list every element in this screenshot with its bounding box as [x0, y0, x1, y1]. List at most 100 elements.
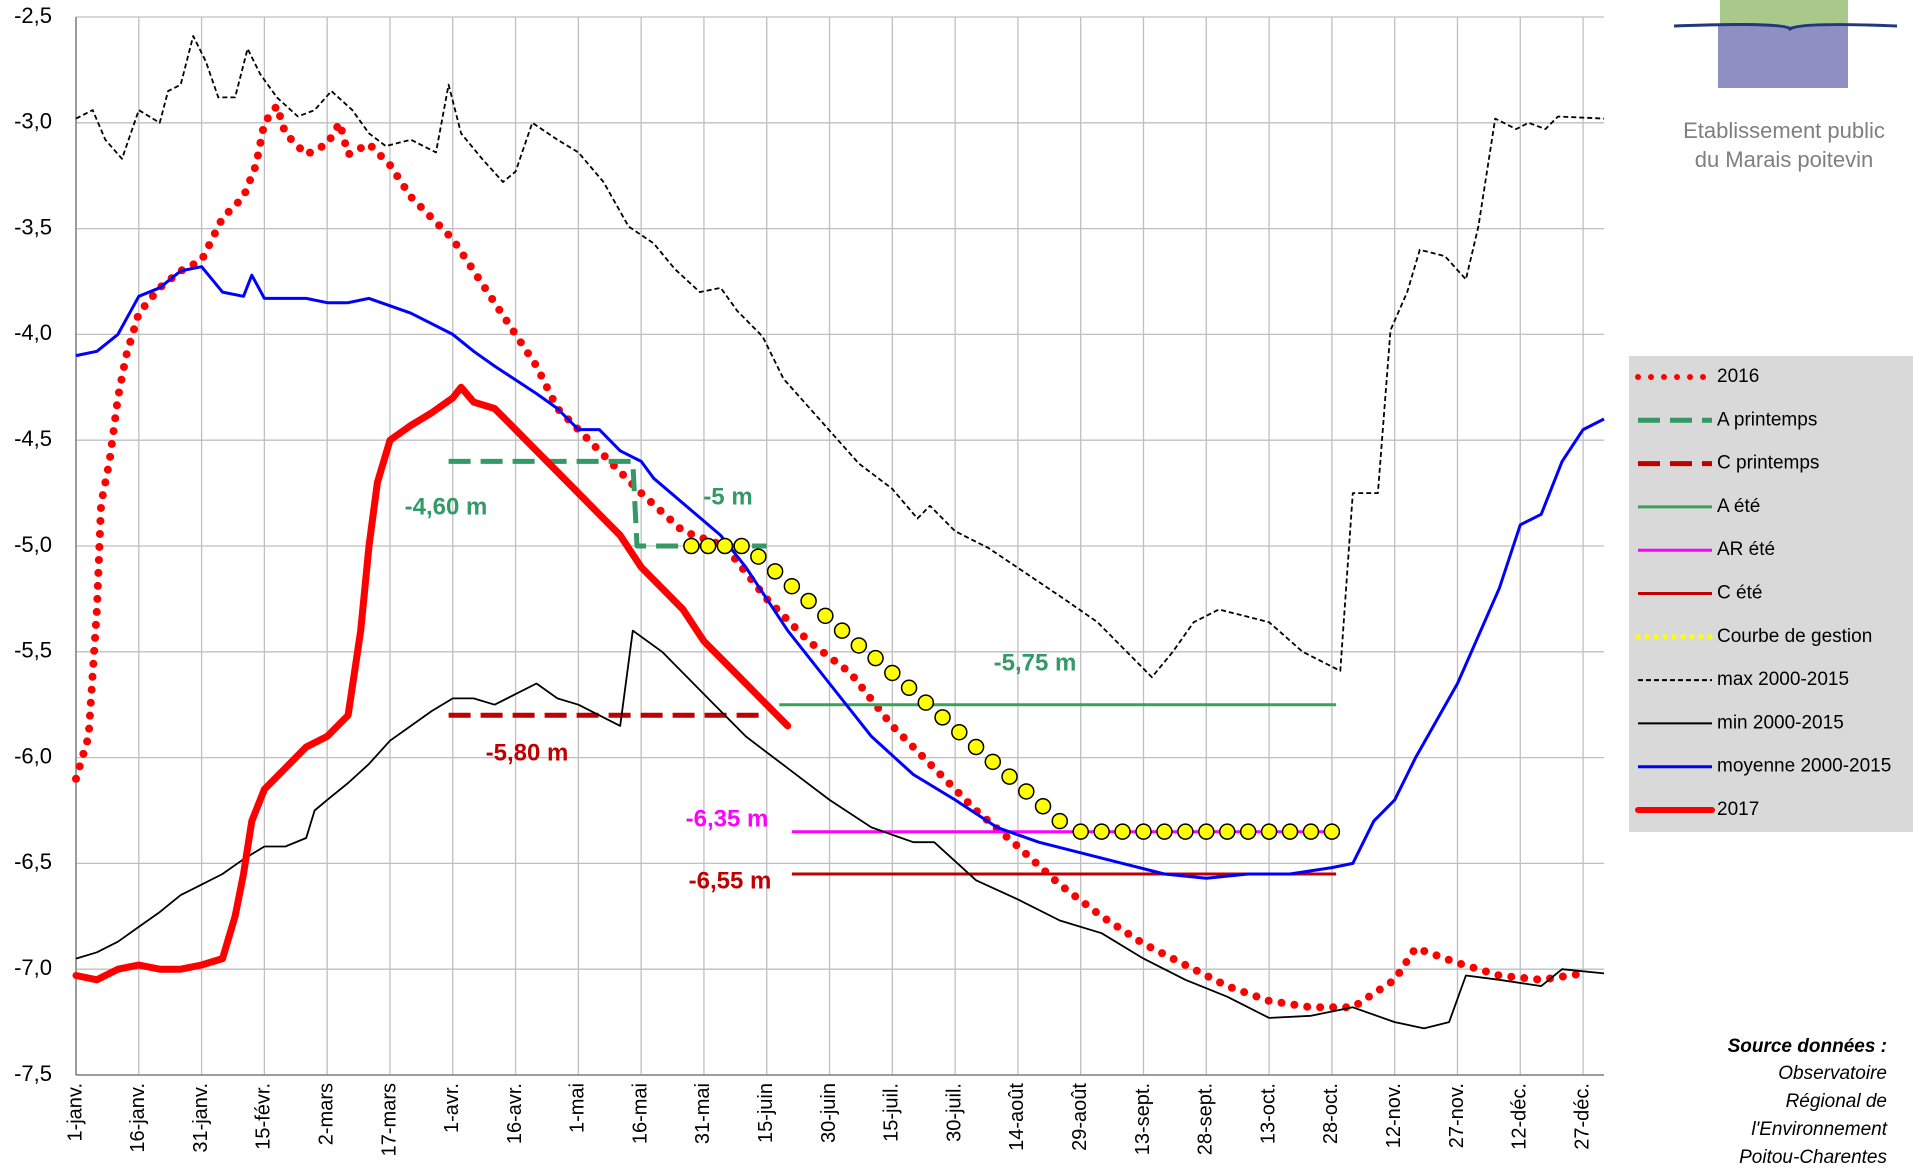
series-line — [72, 383, 792, 984]
legend-label: C printemps — [1717, 453, 1819, 474]
legend-label: Courbe de gestion — [1717, 626, 1872, 647]
source-text: l'Environnement — [1751, 1119, 1887, 1140]
x-tick-label: 2-mars — [315, 1083, 337, 1145]
x-tick-label: 17-mars — [378, 1083, 400, 1156]
x-tick-label: 31-janv. — [190, 1083, 212, 1153]
annotation: -5,80 m — [486, 739, 569, 766]
x-tick-label: 15-févr. — [253, 1083, 275, 1150]
marker — [1018, 783, 1035, 800]
y-tick-label: -4,5 — [14, 426, 52, 451]
annotation: -5,75 m — [994, 649, 1077, 676]
marker — [800, 592, 817, 610]
x-tick-label: 28-sept. — [1195, 1083, 1217, 1155]
series-line — [75, 35, 1605, 679]
marker — [1114, 823, 1131, 840]
legend-label: C été — [1717, 583, 1762, 604]
y-tick-label: -4,0 — [14, 320, 52, 345]
x-tick-label: 28-oct. — [1320, 1083, 1342, 1144]
marker — [967, 738, 985, 756]
marker — [884, 664, 901, 682]
x-tick-label: 16-avr. — [504, 1083, 526, 1144]
grid — [75, 16, 1604, 1076]
y-tick-label: -2,5 — [14, 3, 52, 28]
y-tick-label: -6,5 — [14, 849, 52, 874]
legend-label: max 2000-2015 — [1717, 669, 1849, 690]
marker — [1093, 823, 1110, 840]
marker — [1177, 823, 1194, 840]
marker — [766, 563, 784, 580]
series-line — [72, 101, 1588, 1012]
marker — [1135, 823, 1152, 840]
x-tick-label: 31-mai — [692, 1083, 714, 1144]
marker — [750, 548, 767, 565]
x-tick-label: 1-mai — [567, 1083, 589, 1133]
marker — [984, 753, 1002, 771]
legend-label: 2017 — [1717, 799, 1759, 820]
legend-label: A été — [1717, 496, 1760, 517]
x-tick-label: 1-janv. — [64, 1083, 86, 1142]
x-tick-label: 1-avr. — [441, 1083, 463, 1133]
x-tick-label: 15-juin — [755, 1083, 777, 1143]
y-tick-label: -5,5 — [14, 638, 52, 663]
x-tick-label: 27-déc. — [1571, 1083, 1593, 1150]
marker — [917, 694, 935, 711]
y-tick-label: -7,0 — [14, 955, 52, 980]
y-tick-label: -5,0 — [14, 532, 52, 557]
legend-label: AR été — [1717, 539, 1775, 560]
marker — [1260, 823, 1278, 840]
marker — [1302, 823, 1320, 840]
source-title: Source données : — [1728, 1036, 1887, 1057]
x-tick-label: 13-oct. — [1257, 1083, 1279, 1144]
legend-label: min 2000-2015 — [1717, 712, 1844, 733]
marker — [1156, 823, 1173, 840]
logo-text: du Marais poitevin — [1695, 147, 1874, 172]
marker — [1001, 768, 1018, 785]
marker — [1281, 823, 1299, 840]
marker — [733, 537, 750, 555]
x-tick-label: 27-nov. — [1446, 1083, 1468, 1148]
marker — [817, 607, 834, 625]
annotation: -6,35 m — [686, 805, 769, 832]
logo-land — [1720, 0, 1848, 26]
marker — [1239, 823, 1257, 840]
source-text: Régional de — [1786, 1091, 1887, 1112]
x-tick-label: 16-janv. — [127, 1083, 149, 1153]
marker — [783, 577, 801, 595]
marker — [833, 622, 851, 639]
marker — [683, 537, 700, 555]
annotation: -5 m — [703, 483, 752, 510]
marker — [867, 649, 884, 667]
y-tick-label: -7,5 — [14, 1061, 52, 1086]
series-line — [75, 265, 1605, 880]
marker — [1218, 823, 1236, 840]
marker — [1072, 823, 1089, 840]
marker — [900, 679, 918, 697]
x-tick-label: 12-nov. — [1383, 1083, 1405, 1148]
legend-label: moyenne 2000-2015 — [1717, 756, 1891, 777]
x-tick-label: 14-août — [1006, 1083, 1028, 1151]
marker — [850, 637, 868, 654]
marker — [716, 537, 734, 555]
x-tick-label: 16-mai — [629, 1083, 651, 1144]
y-tick-label: -3,0 — [14, 109, 52, 134]
marker — [1323, 823, 1341, 840]
x-tick-label: 30-juin — [818, 1083, 840, 1143]
source-text: Poitou-Charentes — [1739, 1147, 1887, 1168]
marker — [699, 537, 717, 555]
annotation: -4,60 m — [405, 493, 488, 520]
marker — [1198, 823, 1215, 840]
x-tick-label: 12-déc. — [1509, 1083, 1531, 1150]
annotation: -6,55 m — [689, 867, 772, 894]
y-tick-label: -3,5 — [14, 214, 52, 239]
marker — [1034, 798, 1052, 815]
series-line — [75, 629, 1605, 1030]
marker — [1051, 812, 1069, 830]
logo: Etablissement public du Marais poitevin — [1673, 0, 1898, 172]
x-tick-label: 15-juil. — [881, 1083, 903, 1142]
marker — [934, 709, 951, 726]
x-tick-label: 13-sept. — [1132, 1083, 1154, 1155]
legend-label: 2016 — [1717, 366, 1759, 387]
x-tick-label: 30-juil. — [943, 1083, 965, 1142]
logo-wave — [1673, 23, 1898, 32]
